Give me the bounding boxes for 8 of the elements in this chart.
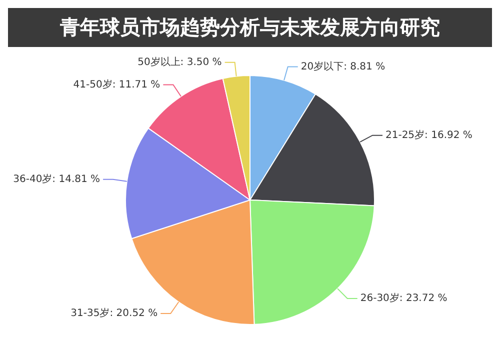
slice-label: 26-30岁: 23.72 %: [360, 292, 448, 304]
chart-title: 青年球员市场趋势分析与未来发展方向研究: [8, 8, 492, 47]
slice-label: 20岁以下: 8.81 %: [300, 60, 386, 72]
slice-label: 36-40岁: 14.81 %: [13, 172, 100, 185]
slice-label: 21-25岁: 16.92 %: [385, 128, 472, 141]
slice-label: 50岁以上: 3.50 %: [138, 56, 222, 68]
slice-label: 41-50岁: 11.71 %: [73, 78, 160, 90]
slice-label: 31-35岁: 20.52 %: [70, 307, 158, 320]
